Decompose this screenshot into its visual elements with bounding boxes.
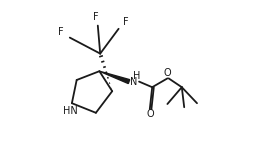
Text: N: N: [130, 77, 137, 87]
Polygon shape: [99, 71, 130, 84]
Text: F: F: [93, 12, 99, 22]
Text: H: H: [133, 72, 140, 81]
Text: HN: HN: [63, 106, 77, 116]
Text: F: F: [123, 17, 128, 27]
Text: F: F: [57, 27, 63, 37]
Text: O: O: [164, 68, 172, 78]
Text: O: O: [146, 109, 154, 119]
